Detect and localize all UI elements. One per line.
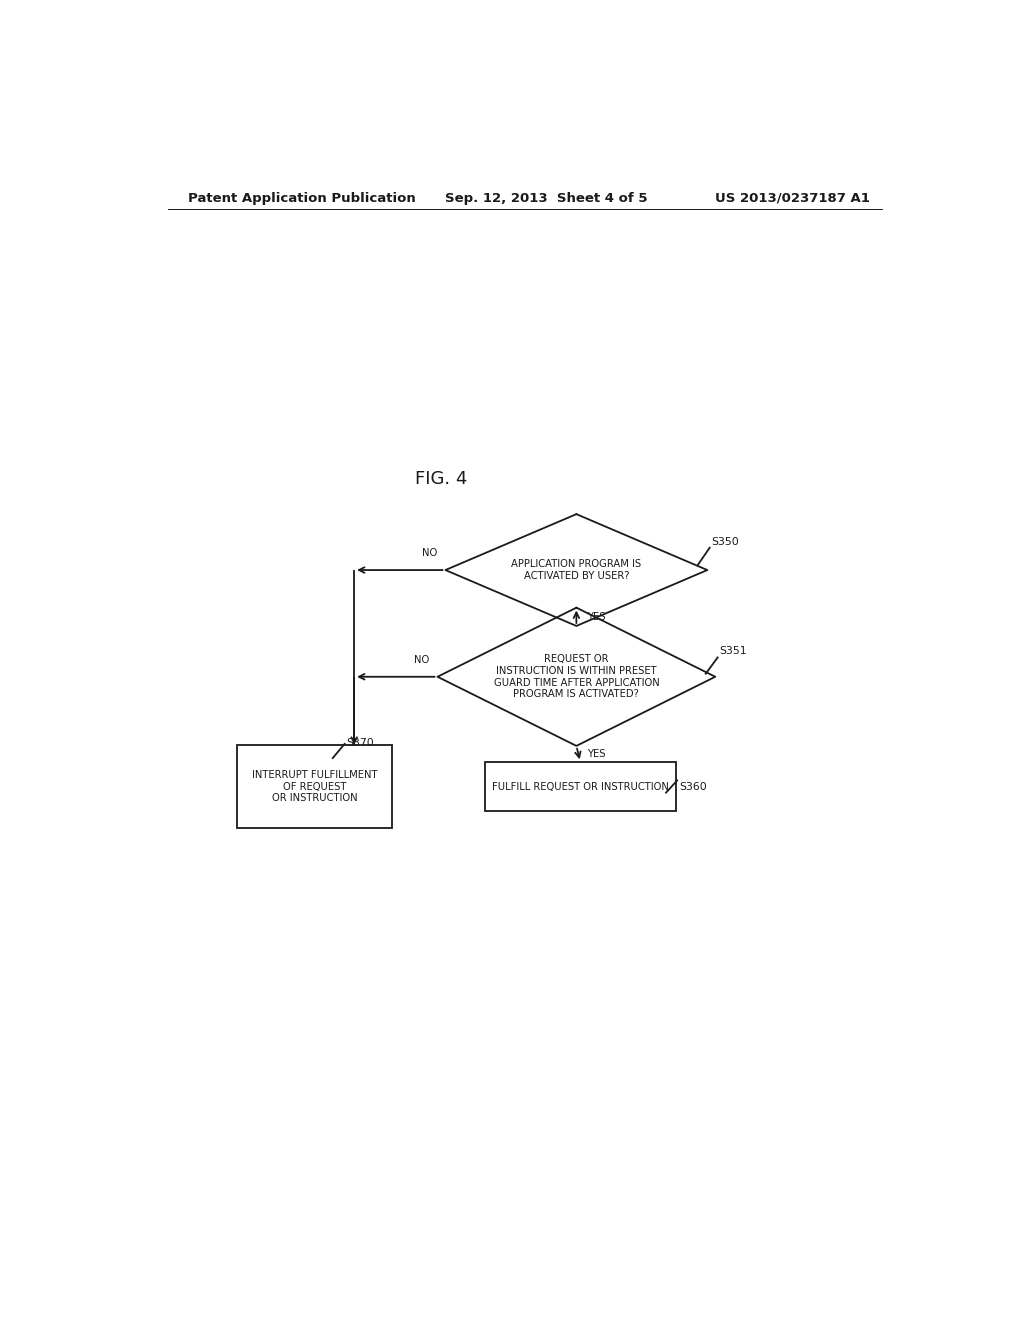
Text: YES: YES (587, 748, 605, 759)
Text: FIG. 4: FIG. 4 (416, 470, 468, 487)
Text: YES: YES (587, 611, 605, 622)
Text: REQUEST OR
INSTRUCTION IS WITHIN PRESET
GUARD TIME AFTER APPLICATION
PROGRAM IS : REQUEST OR INSTRUCTION IS WITHIN PRESET … (494, 655, 659, 700)
Bar (238, 744, 392, 828)
Text: Sep. 12, 2013  Sheet 4 of 5: Sep. 12, 2013 Sheet 4 of 5 (445, 191, 648, 205)
Text: S350: S350 (712, 537, 739, 546)
Text: Patent Application Publication: Patent Application Publication (187, 191, 416, 205)
Text: S360: S360 (679, 781, 707, 792)
Text: US 2013/0237187 A1: US 2013/0237187 A1 (715, 191, 870, 205)
Text: NO: NO (422, 548, 437, 558)
Text: INTERRUPT FULFILLMENT
OF REQUEST
OR INSTRUCTION: INTERRUPT FULFILLMENT OF REQUEST OR INST… (252, 770, 377, 803)
Text: FULFILL REQUEST OR INSTRUCTION: FULFILL REQUEST OR INSTRUCTION (492, 781, 669, 792)
Text: APPLICATION PROGRAM IS
ACTIVATED BY USER?: APPLICATION PROGRAM IS ACTIVATED BY USER… (511, 560, 641, 581)
Text: NO: NO (415, 655, 430, 664)
Bar (485, 762, 676, 810)
Text: S370: S370 (346, 738, 374, 748)
Text: S351: S351 (719, 647, 746, 656)
